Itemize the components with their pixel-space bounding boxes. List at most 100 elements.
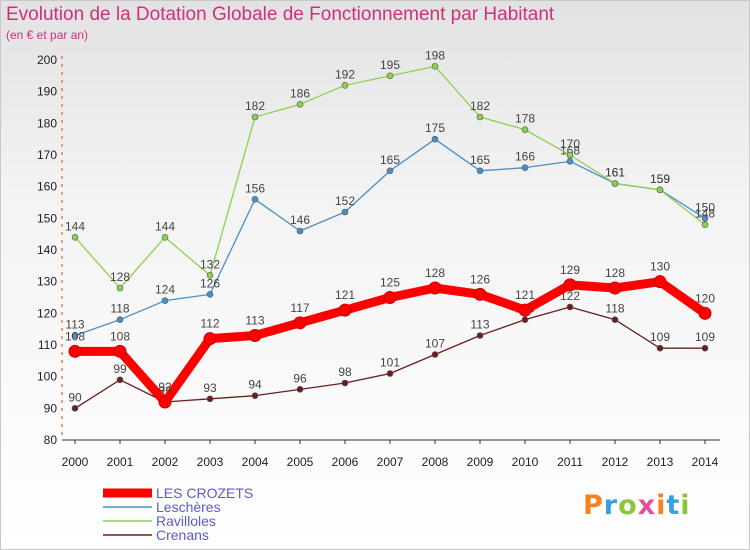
data-label: 108	[110, 329, 130, 343]
data-point	[71, 405, 79, 412]
data-label: 152	[335, 194, 355, 208]
data-point	[386, 167, 394, 175]
data-point	[296, 386, 304, 393]
data-label: 186	[290, 86, 310, 100]
data-point	[203, 332, 217, 346]
data-label: 161	[605, 166, 625, 180]
x-tick-label: 2006	[332, 455, 359, 469]
data-point	[611, 316, 619, 323]
data-point	[71, 234, 79, 241]
data-point	[71, 332, 79, 339]
data-label: 120	[695, 291, 715, 305]
data-point	[428, 281, 442, 295]
data-point	[158, 395, 172, 409]
data-point	[521, 316, 529, 323]
logo-letter: t	[666, 490, 681, 521]
y-tick-label: 180	[37, 116, 57, 130]
data-point	[518, 303, 532, 317]
y-tick-label: 200	[37, 53, 57, 67]
data-point	[293, 316, 307, 330]
data-point	[566, 151, 574, 159]
x-tick-label: 2002	[152, 455, 179, 469]
data-point	[701, 344, 709, 352]
y-tick-label: 90	[44, 401, 58, 415]
data-label: 192	[335, 67, 355, 81]
data-point	[653, 275, 667, 289]
data-point	[341, 82, 349, 89]
data-label: 178	[515, 112, 535, 126]
data-point	[161, 297, 169, 304]
data-point	[116, 316, 124, 323]
y-tick-label: 140	[37, 243, 57, 257]
x-tick-label: 2008	[422, 455, 449, 469]
data-label: 128	[110, 270, 130, 284]
data-label: 107	[425, 337, 445, 351]
data-point	[251, 392, 259, 399]
y-tick-label: 80	[44, 433, 58, 447]
data-label: 159	[650, 172, 670, 186]
data-point	[656, 344, 664, 352]
data-label: 109	[650, 330, 670, 344]
data-point	[701, 221, 709, 228]
data-label: 99	[113, 362, 127, 376]
data-label: 166	[515, 150, 535, 164]
logo-letter: i	[656, 490, 667, 521]
data-label: 168	[560, 143, 580, 157]
data-point	[521, 164, 529, 171]
data-label: 92	[158, 380, 172, 394]
data-point	[476, 167, 484, 175]
data-label: 132	[200, 257, 220, 271]
data-point	[68, 344, 82, 358]
data-point	[113, 344, 127, 358]
y-tick-label: 100	[37, 370, 57, 384]
data-label: 130	[650, 260, 670, 274]
x-tick-label: 2011	[557, 455, 583, 469]
y-tick-label: 120	[37, 306, 57, 320]
data-label: 93	[203, 381, 217, 395]
data-label: 124	[155, 283, 175, 297]
logo-letter: P	[583, 490, 604, 521]
legend-label: Crenans	[156, 527, 209, 543]
data-label: 195	[380, 58, 400, 72]
data-label: 144	[155, 219, 175, 233]
x-tick-label: 2007	[377, 455, 404, 469]
data-label: 126	[200, 276, 220, 290]
logo-letter: o	[618, 490, 638, 521]
data-point	[206, 272, 214, 279]
x-tick-label: 2000	[62, 455, 89, 469]
data-label: 128	[425, 266, 445, 280]
x-tick-label: 2013	[647, 455, 674, 469]
data-point	[431, 135, 439, 143]
data-label: 113	[245, 314, 264, 328]
data-point	[431, 63, 439, 70]
y-tick-label: 130	[37, 275, 57, 289]
data-point	[296, 227, 304, 235]
x-tick-label: 2014	[692, 455, 719, 469]
legend-label: Ravilloles	[156, 513, 216, 529]
data-label: 144	[65, 219, 85, 233]
y-tick-label: 160	[37, 180, 57, 194]
data-label: 113	[470, 318, 489, 332]
logo-letter: r	[603, 490, 619, 521]
data-label: 165	[470, 153, 490, 167]
data-label: 182	[470, 99, 490, 113]
data-point	[611, 180, 619, 187]
data-point	[431, 351, 439, 358]
data-label: 94	[248, 378, 262, 392]
legend-label: LES CROZETS	[156, 485, 253, 501]
data-label: 117	[290, 301, 309, 315]
data-label: 175	[425, 121, 445, 135]
data-point	[116, 284, 124, 292]
data-point	[206, 291, 214, 298]
logo-letter: i	[680, 490, 691, 521]
data-point	[341, 208, 349, 216]
data-point	[476, 113, 484, 121]
data-point	[341, 379, 349, 387]
data-point	[566, 303, 574, 311]
data-label: 129	[560, 263, 580, 277]
data-point	[206, 395, 214, 403]
data-point	[386, 370, 394, 377]
data-label: 108	[65, 329, 85, 343]
